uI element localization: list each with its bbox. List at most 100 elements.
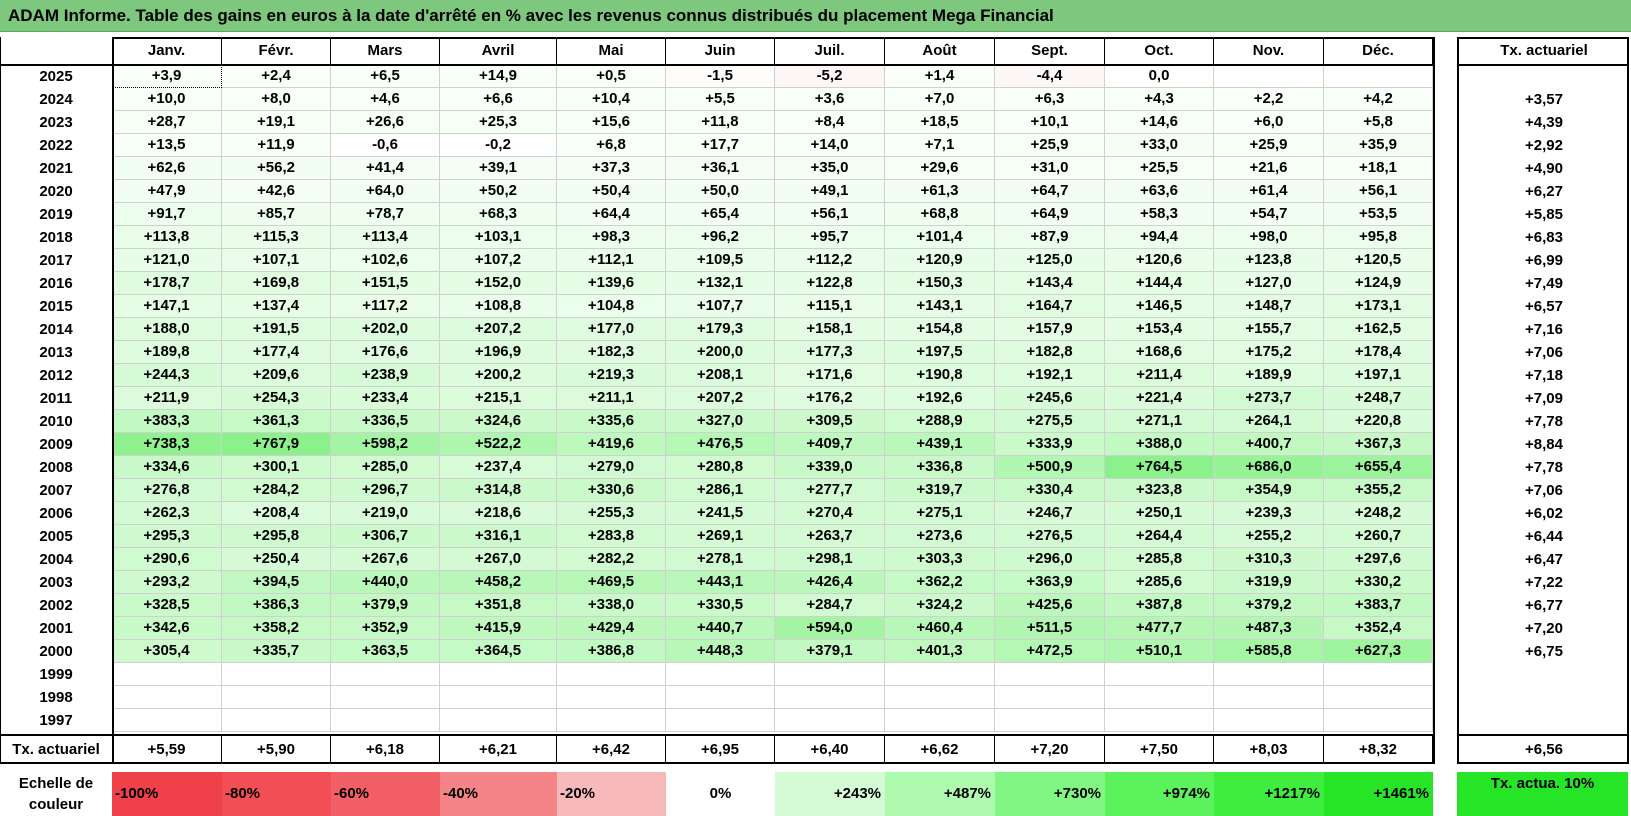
table-cell: +208,4 — [222, 502, 331, 525]
table-cell: +42,6 — [222, 180, 331, 203]
table-cell: +305,4 — [112, 640, 222, 663]
table-cell: +6,8 — [557, 134, 666, 157]
table-cell: +215,1 — [440, 387, 557, 410]
table-cell: +173,1 — [1324, 295, 1433, 318]
table-cell: +330,5 — [666, 594, 775, 617]
year-label: 2002 — [39, 597, 73, 614]
table-cell: +219,3 — [557, 364, 666, 387]
table-cell: +162,5 — [1324, 318, 1433, 341]
table-cell: +7,0 — [885, 88, 995, 111]
tx-cell — [1457, 686, 1631, 709]
table-cell: +25,3 — [440, 111, 557, 134]
table-cell: +10,1 — [995, 111, 1105, 134]
table-cell: +319,7 — [885, 479, 995, 502]
tx-cell: +5,85 — [1525, 206, 1563, 223]
table-cell: +132,1 — [666, 272, 775, 295]
table-cell: +148,7 — [1214, 295, 1324, 318]
table-cell: +6,5 — [331, 65, 440, 88]
table-cell: 0,0 — [1105, 65, 1214, 88]
table-cell: +275,5 — [995, 410, 1105, 433]
table-cell: +98,0 — [1214, 226, 1324, 249]
month-header: Avril — [440, 37, 557, 65]
table-cell: +367,3 — [1324, 433, 1433, 456]
table-cell: +440,0 — [331, 571, 440, 594]
table-cell: +355,2 — [1324, 479, 1433, 502]
table-cell: +293,2 — [112, 571, 222, 594]
month-header: Août — [885, 37, 995, 65]
table-cell: +686,0 — [1214, 456, 1324, 479]
table-cell: +17,7 — [666, 134, 775, 157]
table-cell — [1214, 686, 1324, 709]
table-rule — [1457, 734, 1629, 736]
table-cell: +155,7 — [1214, 318, 1324, 341]
table-cell: +352,4 — [1324, 617, 1433, 640]
table-rule — [0, 64, 1433, 66]
table-cell: +64,4 — [557, 203, 666, 226]
table-cell — [1105, 709, 1214, 732]
tx-cell: +6,75 — [1525, 643, 1563, 660]
table-cell: +192,1 — [995, 364, 1105, 387]
table-cell: -5,2 — [775, 65, 885, 88]
tx-cell: +2,92 — [1525, 137, 1563, 154]
tx-cell: +6,02 — [1525, 505, 1563, 522]
table-cell: +238,9 — [331, 364, 440, 387]
table-cell: +379,9 — [331, 594, 440, 617]
table-cell: +262,3 — [112, 502, 222, 525]
table-cell: +298,1 — [775, 548, 885, 571]
scale-swatch: +730% — [995, 772, 1105, 816]
table-cell: +120,6 — [1105, 249, 1214, 272]
table-cell: +87,9 — [995, 226, 1105, 249]
table-cell — [1105, 686, 1214, 709]
month-header: Nov. — [1214, 37, 1324, 65]
table-cell: +10,0 — [112, 88, 222, 111]
table-cell: +334,6 — [112, 456, 222, 479]
table-cell: -1,5 — [666, 65, 775, 88]
table-cell: +56,1 — [775, 203, 885, 226]
table-cell — [1324, 65, 1433, 88]
table-cell: +273,6 — [885, 525, 995, 548]
table-cell: +460,4 — [885, 617, 995, 640]
table-cell: +290,6 — [112, 548, 222, 571]
table-cell: +107,7 — [666, 295, 775, 318]
year-label: 1998 — [39, 689, 73, 706]
table-cell: +5,5 — [666, 88, 775, 111]
table-cell: +35,9 — [1324, 134, 1433, 157]
report-title: ADAM Informe. Table des gains en euros à… — [0, 0, 1631, 32]
table-cell: +354,9 — [1214, 479, 1324, 502]
table-cell: +61,3 — [885, 180, 995, 203]
table-cell: +104,8 — [557, 295, 666, 318]
table-cell — [1324, 709, 1433, 732]
table-cell: +109,5 — [666, 249, 775, 272]
table-cell: +14,0 — [775, 134, 885, 157]
table-cell: +121,0 — [112, 249, 222, 272]
footer-cell: +7,20 — [995, 736, 1105, 764]
table-cell: +245,6 — [995, 387, 1105, 410]
table-cell: +330,6 — [557, 479, 666, 502]
table-cell: +125,0 — [995, 249, 1105, 272]
table-cell: +50,2 — [440, 180, 557, 203]
table-cell: +127,0 — [1214, 272, 1324, 295]
table-cell: +379,2 — [1214, 594, 1324, 617]
table-cell: +477,7 — [1105, 617, 1214, 640]
table-cell: +124,9 — [1324, 272, 1433, 295]
table-cell: +200,0 — [666, 341, 775, 364]
table-cell: +91,7 — [112, 203, 222, 226]
table-cell: +189,9 — [1214, 364, 1324, 387]
scale-swatch: -80% — [222, 772, 331, 816]
table-cell: +278,1 — [666, 548, 775, 571]
table-cell: +3,6 — [775, 88, 885, 111]
table-cell: +383,7 — [1324, 594, 1433, 617]
tx-cell — [1457, 663, 1631, 686]
table-cell: +197,1 — [1324, 364, 1433, 387]
table-cell: +358,2 — [222, 617, 331, 640]
table-cell: +218,6 — [440, 502, 557, 525]
table-cell: +207,2 — [440, 318, 557, 341]
table-cell: +267,0 — [440, 548, 557, 571]
table-cell — [1214, 65, 1324, 88]
table-cell: +487,3 — [1214, 617, 1324, 640]
table-cell: +250,4 — [222, 548, 331, 571]
table-cell: +269,1 — [666, 525, 775, 548]
table-cell: +277,7 — [775, 479, 885, 502]
year-label: 2009 — [39, 436, 73, 453]
table-cell: +154,8 — [885, 318, 995, 341]
